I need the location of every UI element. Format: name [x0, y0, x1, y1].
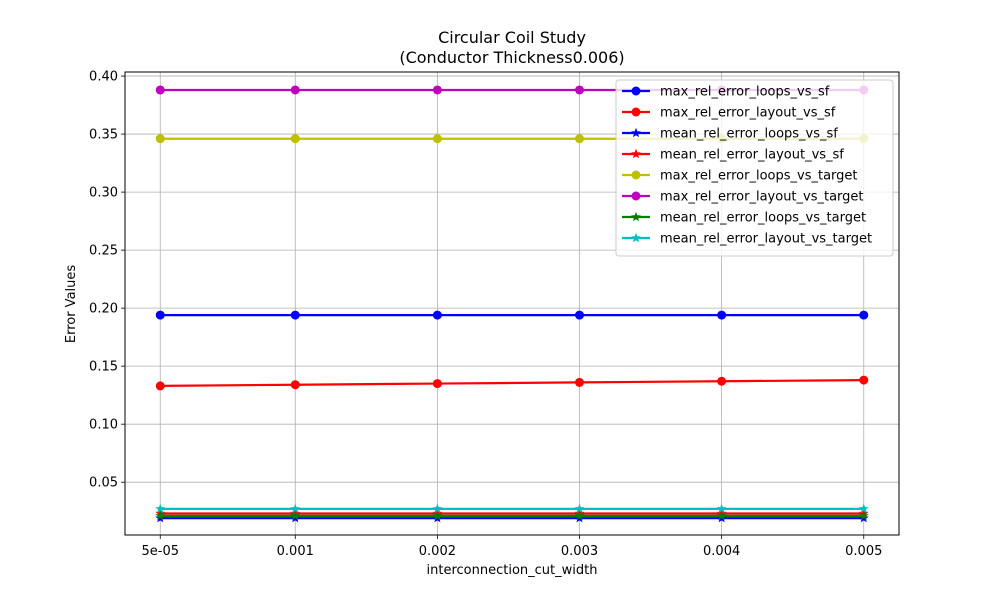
x-tick-label: 5e-05 [141, 544, 179, 559]
chart-title-line-2: (Conductor Thickness0.006) [399, 48, 624, 67]
data-point [432, 379, 442, 389]
data-point [859, 310, 869, 320]
data-point [716, 510, 727, 521]
data-point [575, 85, 585, 95]
legend-item: max_rel_error_layout_vs_target [622, 190, 864, 205]
x-tick-label: 0.002 [419, 544, 456, 559]
y-tick-label: 0.20 [89, 302, 118, 317]
legend-marker [631, 127, 641, 138]
legend-marker [631, 232, 641, 243]
legend-marker [631, 191, 641, 201]
data-point [432, 510, 443, 521]
data-point [717, 310, 727, 320]
legend-marker [631, 148, 641, 159]
data-point [859, 375, 869, 385]
axis-ticks: 5e-05 0.001 0.002 0.003 0.004 0.005 0.05 0.10 0.… [89, 70, 882, 559]
series-line [160, 378, 864, 387]
legend-marker [631, 211, 641, 222]
data-point [290, 85, 300, 95]
legend-item: mean_rel_error_loops_vs_sf [622, 127, 838, 142]
data-point [432, 134, 442, 144]
data-point [155, 503, 166, 514]
legend-label: max_rel_error_layout_vs_target [660, 190, 864, 205]
data-point [290, 134, 300, 144]
legend-marker [631, 107, 641, 117]
x-tick-label: 0.003 [561, 544, 598, 559]
y-axis-label: Error Values [64, 265, 79, 344]
y-tick-label: 0.15 [89, 360, 118, 375]
legend-frame [615, 79, 894, 257]
data-point [858, 510, 869, 521]
series-max_rel_error_layout_vs_sf [155, 375, 869, 391]
y-tick-label: 0.35 [89, 128, 118, 143]
legend-label: max_rel_error_loops_vs_sf [660, 85, 830, 100]
data-point [432, 503, 443, 514]
series-mean_rel_error_layout_vs_target [155, 503, 869, 514]
plot-frame [124, 71, 900, 536]
x-tick-label: 0.001 [277, 544, 314, 559]
series-max_rel_error_loops_vs_sf [155, 310, 869, 320]
data-point [575, 377, 585, 387]
data-point [432, 310, 442, 320]
data-point [290, 380, 300, 390]
legend: max_rel_error_loops_vs_sf max_rel_error_l… [615, 79, 894, 257]
data-point [432, 85, 442, 95]
legend-item: max_rel_error_layout_vs_sf [622, 106, 836, 121]
y-tick-label: 0.40 [89, 70, 118, 85]
data-point [155, 85, 165, 95]
data-point [575, 134, 585, 144]
series-mean_rel_error_loops_vs_target [155, 510, 869, 521]
legend-label: mean_rel_error_layout_vs_target [660, 232, 872, 247]
data-point [717, 376, 727, 386]
x-tick-label: 0.004 [703, 544, 740, 559]
legend-item: max_rel_error_loops_vs_sf [622, 85, 830, 100]
x-tick-label: 0.005 [845, 544, 882, 559]
legend-label: max_rel_error_layout_vs_sf [660, 106, 836, 121]
data-point [155, 310, 165, 320]
data-point [574, 503, 585, 514]
x-axis-label: interconnection_cut_width [427, 563, 598, 578]
data-point [858, 503, 869, 514]
y-tick-label: 0.10 [89, 418, 118, 433]
data-point [155, 510, 166, 521]
legend-label: mean_rel_error_loops_vs_target [660, 211, 866, 226]
legend-item: mean_rel_error_layout_vs_target [622, 232, 872, 247]
chart-title-line-1: Circular Coil Study [438, 28, 586, 47]
legend-item: max_rel_error_loops_vs_target [622, 169, 858, 184]
data-point [716, 503, 727, 514]
data-point [155, 134, 165, 144]
legend-item: mean_rel_error_layout_vs_sf [622, 148, 844, 163]
data-point [155, 381, 165, 391]
data-point [290, 503, 301, 514]
data-point [290, 510, 301, 521]
legend-label: mean_rel_error_loops_vs_sf [660, 127, 838, 142]
y-tick-label: 0.05 [89, 476, 118, 491]
data-point [290, 310, 300, 320]
legend-label: mean_rel_error_layout_vs_sf [660, 148, 844, 163]
legend-marker [631, 86, 641, 96]
legend-marker [631, 170, 641, 180]
y-tick-label: 0.25 [89, 244, 118, 259]
y-tick-label: 0.30 [89, 186, 118, 201]
data-point [574, 510, 585, 521]
legend-label: max_rel_error_loops_vs_target [660, 169, 858, 184]
legend-item: mean_rel_error_loops_vs_target [622, 211, 866, 226]
data-point [575, 310, 585, 320]
